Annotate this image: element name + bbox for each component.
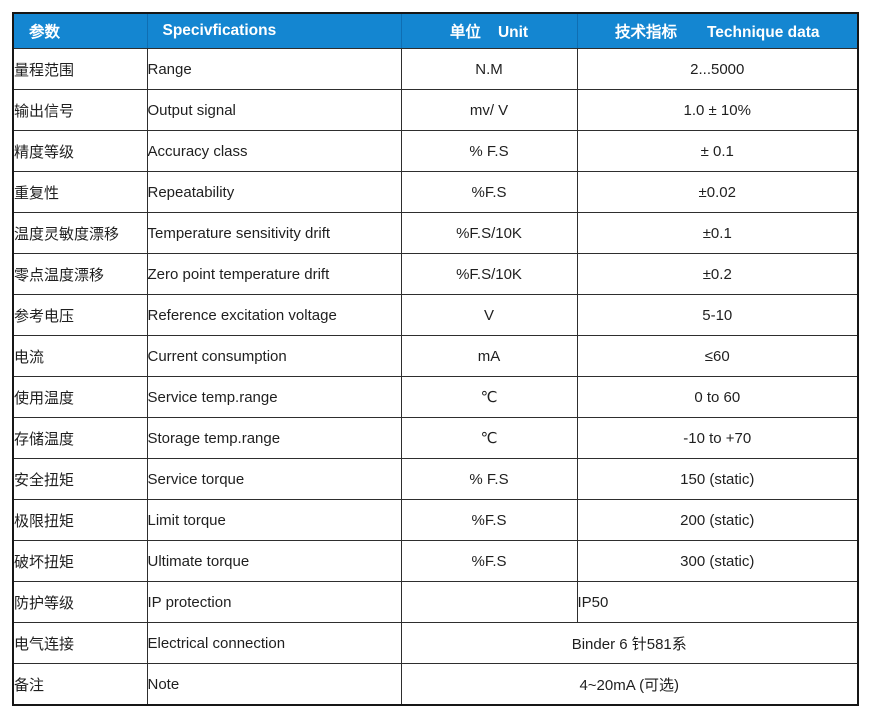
value-cell: 0 to 60 <box>576 376 859 418</box>
spec-table-body: 量程范围 Range N.M 2...5000 输出信号 Output signal mv/… <box>12 48 859 706</box>
header-tech-cn: 技术指标 <box>614 24 677 41</box>
spec-table: 参数 Specivfications 单位 Unit 技术指标 Techniqu… <box>12 12 859 706</box>
param-cell: 电气连接 <box>12 622 148 664</box>
spec-cell: Limit torque <box>146 499 402 541</box>
spec-cell: Note <box>146 663 402 706</box>
table-row: 零点温度漂移 Zero point temperature drift %F.S/1… <box>12 253 859 295</box>
param-cell: 破坏扭矩 <box>12 540 148 582</box>
table-row: 使用温度 Service temp.range ℃ 0 to 60 <box>12 376 859 418</box>
unit-cell: N.M <box>400 48 578 90</box>
value-cell: ± 0.1 <box>576 130 859 172</box>
unit-cell: %F.S/10K <box>400 253 578 295</box>
value-cell: 2...5000 <box>576 48 859 90</box>
spec-cell: Service temp.range <box>146 376 402 418</box>
value-cell: 300 (static) <box>576 540 859 582</box>
value-cell: -10 to +70 <box>576 417 859 459</box>
spec-cell: Service torque <box>146 458 402 500</box>
spec-cell: Reference excitation voltage <box>146 294 402 336</box>
unit-cell: %F.S <box>400 540 578 582</box>
table-row: 温度灵敏度漂移 Temperature sensitivity drift %F.S… <box>12 212 859 254</box>
table-row: 参考电压 Reference excitation voltage V 5-10 <box>12 294 859 336</box>
table-row: 电流 Current consumption mA ≤60 <box>12 335 859 377</box>
unit-cell: % F.S <box>400 458 578 500</box>
spec-cell: Range <box>146 48 402 90</box>
param-cell: 零点温度漂移 <box>12 253 148 295</box>
spec-cell: Accuracy class <box>146 130 402 172</box>
table-row: 重复性 Repeatability %F.S ±0.02 <box>12 171 859 213</box>
table-row: 防护等级 IP protection IP50 <box>12 581 859 623</box>
spec-cell: Zero point temperature drift <box>146 253 402 295</box>
header-row: 参数 Specivfications 单位 Unit 技术指标 Techniqu… <box>12 12 859 49</box>
header-technique: 技术指标 Technique data <box>576 12 859 49</box>
param-cell: 量程范围 <box>12 48 148 90</box>
param-cell: 参考电压 <box>12 294 148 336</box>
header-tech-en: Technique data <box>706 24 820 41</box>
param-cell: 精度等级 <box>12 130 148 172</box>
unit-cell: mA <box>400 335 578 377</box>
table-row: 输出信号 Output signal mv/ V 1.0 ± 10% <box>12 89 859 131</box>
unit-cell: %F.S/10K <box>400 212 578 254</box>
spec-cell: Current consumption <box>146 335 402 377</box>
value-cell: ±0.1 <box>576 212 859 254</box>
value-cell-merged: Binder 6 针581系 <box>400 622 859 664</box>
param-cell: 使用温度 <box>12 376 148 418</box>
spec-cell: Temperature sensitivity drift <box>146 212 402 254</box>
param-cell: 温度灵敏度漂移 <box>12 212 148 254</box>
unit-cell: V <box>400 294 578 336</box>
header-spec: Specivfications <box>146 12 402 49</box>
table-row: 极限扭矩 Limit torque %F.S 200 (static) <box>12 499 859 541</box>
value-cell: 150 (static) <box>576 458 859 500</box>
spec-cell: Electrical connection <box>146 622 402 664</box>
unit-cell: ℃ <box>400 417 578 459</box>
param-cell: 备注 <box>12 663 148 706</box>
table-row: 破坏扭矩 Ultimate torque %F.S 300 (static) <box>12 540 859 582</box>
value-cell: 200 (static) <box>576 499 859 541</box>
unit-cell: % F.S <box>400 130 578 172</box>
unit-cell: %F.S <box>400 171 578 213</box>
spec-cell: Ultimate torque <box>146 540 402 582</box>
unit-cell: %F.S <box>400 499 578 541</box>
spec-cell: Repeatability <box>146 171 402 213</box>
header-param: 参数 <box>12 12 148 49</box>
value-cell: ±0.02 <box>576 171 859 213</box>
header-unit: 单位 Unit <box>400 12 578 49</box>
unit-cell: ℃ <box>400 376 578 418</box>
unit-cell: mv/ V <box>400 89 578 131</box>
spec-cell: Output signal <box>146 89 402 131</box>
param-cell: 输出信号 <box>12 89 148 131</box>
value-cell: 5-10 <box>576 294 859 336</box>
table-row: 量程范围 Range N.M 2...5000 <box>12 48 859 90</box>
table-row: 安全扭矩 Service torque% F.S 150 (static) <box>12 458 859 500</box>
param-cell: 安全扭矩 <box>12 458 148 500</box>
param-cell: 存储温度 <box>12 417 148 459</box>
table-row: 存储温度 Storage temp.range ℃ -10 to +70 <box>12 417 859 459</box>
param-cell: 极限扭矩 <box>12 499 148 541</box>
value-cell-merged: 4~20mA (可选) <box>400 663 859 706</box>
value-cell: 1.0 ± 10% <box>576 89 859 131</box>
spec-table-header: 参数 Specivfications 单位 Unit 技术指标 Techniqu… <box>12 12 859 49</box>
param-cell: 电流 <box>12 335 148 377</box>
spec-cell: IP protection <box>146 581 402 623</box>
param-cell: 防护等级 <box>12 581 148 623</box>
param-cell: 重复性 <box>12 171 148 213</box>
table-row: 备注 Note 4~20mA (可选) <box>12 663 859 706</box>
header-unit-cn: 单位 <box>449 24 481 41</box>
value-cell: IP50 <box>576 581 859 623</box>
value-cell: ≤60 <box>576 335 859 377</box>
table-row: 精度等级 Accuracy class% F.S ± 0.1 <box>12 130 859 172</box>
spec-cell: Storage temp.range <box>146 417 402 459</box>
table-row: 电气连接 Electrical connection Binder 6 针581系 <box>12 622 859 664</box>
header-unit-en: Unit <box>497 24 529 41</box>
value-cell: ±0.2 <box>576 253 859 295</box>
unit-cell <box>400 581 578 623</box>
